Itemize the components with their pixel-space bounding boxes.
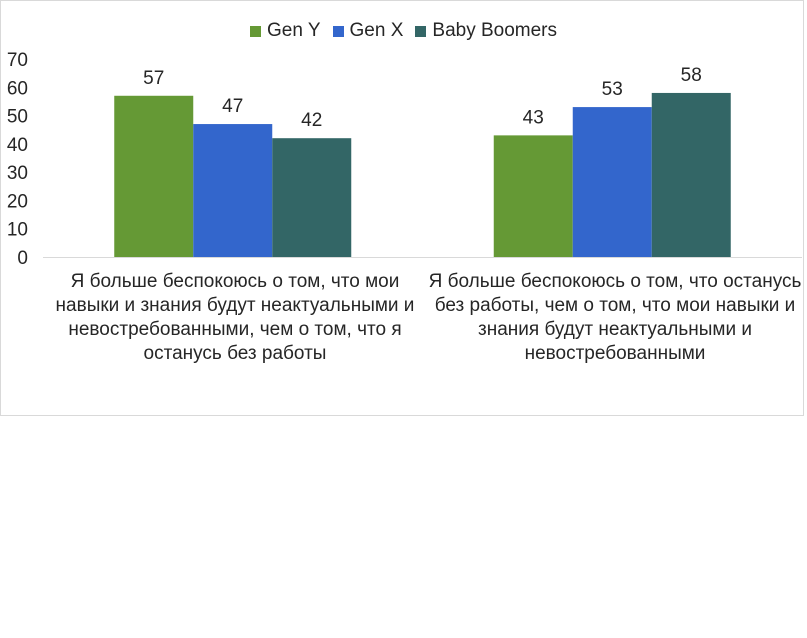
legend-label-gen-x: Gen X <box>349 20 404 41</box>
bar-gen-x-2 <box>572 107 652 257</box>
chart-plot: 0 10 20 30 40 50 60 70 57 47 42 43 53 58 <box>7 50 802 269</box>
legend-label-gen-y: Gen Y <box>266 20 321 41</box>
category-label-1: Я больше беспокоюсь о том, что мои навык… <box>55 271 415 364</box>
legend-item-gen-y: Gen Y <box>249 20 321 42</box>
legend-label-baby-boomers: Baby Boomers <box>432 20 558 41</box>
y-tick-label: 40 <box>7 135 28 156</box>
data-label: 58 <box>681 65 702 86</box>
legend-item-baby-boomers: Baby Boomers <box>415 20 557 42</box>
y-tick-label: 50 <box>7 107 28 128</box>
y-tick-label: 30 <box>7 163 28 184</box>
y-tick-label: 60 <box>7 78 28 99</box>
legend: Gen Y Gen X Baby Boomers <box>0 20 807 42</box>
bar-gen-x-1 <box>193 124 273 257</box>
legend-swatch-gen-y <box>249 25 261 37</box>
data-label: 42 <box>301 110 322 131</box>
y-tick-label: 70 <box>7 50 28 71</box>
data-label: 43 <box>523 107 544 128</box>
legend-item-gen-x: Gen X <box>332 20 404 42</box>
data-label: 53 <box>602 79 623 100</box>
bar-baby-boomers-2 <box>651 92 731 257</box>
legend-swatch-gen-x <box>332 25 344 37</box>
data-label: 57 <box>143 68 164 89</box>
bar-baby-boomers-1 <box>272 138 352 257</box>
bar-gen-y-1 <box>114 95 194 258</box>
y-tick-label: 0 <box>17 248 28 269</box>
y-tick-label: 20 <box>7 191 28 212</box>
legend-swatch-baby-boomers <box>415 25 427 37</box>
category-label-2: Я больше беспокоюсь о том, что останусь … <box>428 271 802 364</box>
bar-gen-y-2 <box>493 135 573 257</box>
y-tick-label: 10 <box>7 220 28 241</box>
data-label: 47 <box>222 96 243 117</box>
